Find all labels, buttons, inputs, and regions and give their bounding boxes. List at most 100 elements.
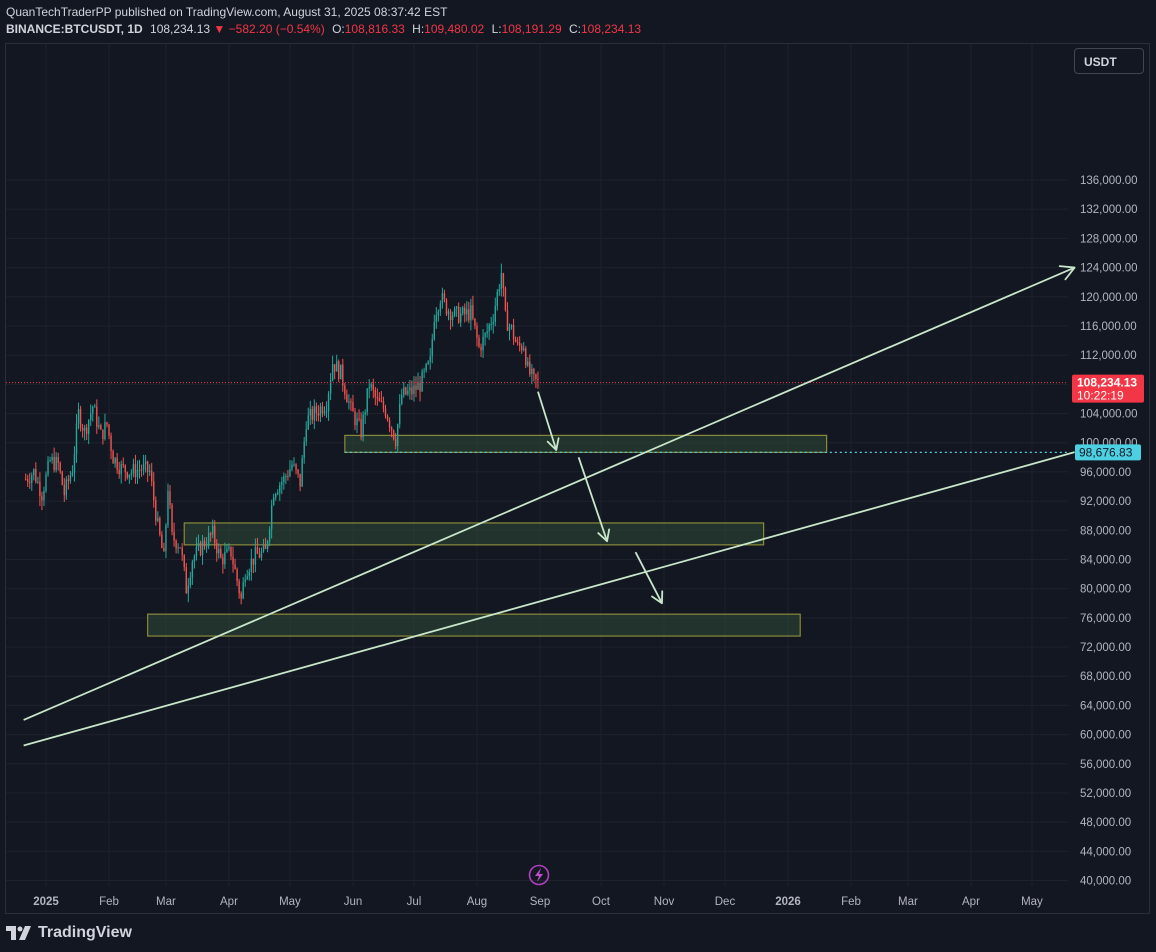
footer-brand[interactable]: TradingView bbox=[6, 924, 132, 942]
candle-body bbox=[303, 441, 305, 459]
candle-body bbox=[165, 524, 167, 552]
candle-down bbox=[199, 540, 202, 557]
candle-down bbox=[240, 591, 242, 605]
x-tick-label: Apr bbox=[220, 896, 238, 908]
y-tick-label: 120,000.00 bbox=[1080, 292, 1138, 304]
y-tick-label: 124,000.00 bbox=[1080, 263, 1138, 275]
lightning-icon[interactable] bbox=[528, 864, 550, 886]
candle-up bbox=[193, 554, 196, 569]
candle-down bbox=[155, 496, 157, 526]
candle-body bbox=[394, 438, 397, 447]
candle-up bbox=[340, 364, 342, 380]
candle-body bbox=[214, 525, 216, 544]
candle-body bbox=[61, 471, 63, 485]
candle-up bbox=[275, 492, 277, 501]
high-value: 109,480.02 bbox=[424, 22, 485, 36]
candle-body bbox=[211, 525, 214, 535]
candle-body bbox=[512, 325, 515, 340]
candle-up bbox=[435, 306, 438, 329]
candle-up bbox=[87, 419, 90, 445]
candle-body bbox=[423, 370, 425, 372]
candle-up bbox=[47, 456, 49, 477]
candle-body bbox=[236, 569, 238, 582]
candle-down bbox=[464, 303, 466, 323]
support-zone-2 bbox=[183, 522, 765, 546]
candle-body bbox=[441, 293, 444, 304]
x-tick-label: 2025 bbox=[33, 896, 59, 908]
candle-up bbox=[417, 372, 419, 390]
candle-up bbox=[277, 489, 279, 496]
candle-body bbox=[238, 581, 240, 594]
candle-down bbox=[315, 402, 318, 422]
candle-up bbox=[425, 362, 427, 373]
candle-up bbox=[413, 376, 415, 402]
candle-up bbox=[462, 305, 464, 316]
candle-body bbox=[281, 482, 283, 486]
candle-up bbox=[45, 471, 47, 493]
candle-up bbox=[157, 511, 159, 523]
candle-body bbox=[49, 460, 51, 462]
candle-body bbox=[140, 469, 143, 471]
candle-body bbox=[108, 424, 110, 436]
candle-body bbox=[309, 408, 311, 416]
candle-up bbox=[498, 283, 501, 296]
candle-up bbox=[272, 493, 275, 506]
zones[interactable] bbox=[147, 434, 828, 637]
candle-up bbox=[401, 388, 403, 406]
candle-body bbox=[510, 325, 513, 327]
candle-body bbox=[295, 464, 297, 470]
candle-body bbox=[71, 472, 74, 476]
candle-up bbox=[148, 464, 151, 477]
candle-up bbox=[43, 486, 45, 507]
candle-body bbox=[350, 401, 352, 403]
candle-body bbox=[279, 485, 281, 493]
candle-body bbox=[240, 593, 242, 599]
candle-body bbox=[388, 420, 391, 428]
candle-up bbox=[51, 453, 53, 464]
candle-body bbox=[323, 411, 326, 414]
candle-body bbox=[63, 484, 66, 496]
chart-frame[interactable] bbox=[5, 43, 1150, 914]
candle-body bbox=[118, 469, 120, 475]
price-change: −582.20 (−0.54%) bbox=[228, 22, 325, 36]
candle-down bbox=[411, 380, 413, 401]
high-label: H: bbox=[412, 22, 425, 36]
x-tick-label: Dec bbox=[715, 896, 736, 908]
candle-up bbox=[313, 399, 316, 429]
candle-body bbox=[222, 557, 224, 565]
candle-body bbox=[354, 411, 356, 426]
candle-up bbox=[293, 457, 295, 467]
candle-body bbox=[256, 547, 259, 554]
candle-body bbox=[283, 476, 285, 483]
candle-up bbox=[431, 333, 433, 364]
candle-down bbox=[163, 542, 165, 552]
candle-body bbox=[340, 364, 342, 380]
candle-up bbox=[470, 298, 472, 331]
time-axis[interactable]: 2025 Feb Mar Apr May Jun Jul Aug Sep Oct Nov Dec 202… bbox=[33, 896, 1043, 908]
candle-body bbox=[179, 547, 181, 549]
y-tick-label: 80,000.00 bbox=[1080, 584, 1131, 596]
candle-down bbox=[134, 454, 137, 484]
candle-body bbox=[496, 291, 499, 307]
candle-body bbox=[437, 311, 440, 316]
drawings[interactable] bbox=[6, 265, 1076, 747]
candle-body bbox=[405, 387, 407, 395]
candle-up bbox=[83, 424, 86, 441]
candle-down bbox=[388, 417, 391, 433]
last-price: 108,234.13 bbox=[150, 22, 211, 36]
y-tick-label: 128,000.00 bbox=[1080, 233, 1138, 245]
candle-down bbox=[520, 343, 523, 354]
price-axis[interactable]: 40,000.00 44,000.00 48,000.00 52,000.00 56,0… bbox=[1080, 175, 1138, 888]
currency-selector[interactable]: USDT bbox=[1074, 48, 1144, 74]
candle-body bbox=[167, 491, 169, 525]
candle-body bbox=[342, 364, 344, 386]
candle-down bbox=[203, 537, 206, 550]
candle-up bbox=[309, 400, 311, 425]
candle-body bbox=[155, 500, 157, 521]
candle-up bbox=[421, 368, 423, 392]
candle-up bbox=[246, 569, 248, 581]
y-tick-label: 48,000.00 bbox=[1080, 817, 1131, 829]
candle-down bbox=[96, 399, 98, 434]
